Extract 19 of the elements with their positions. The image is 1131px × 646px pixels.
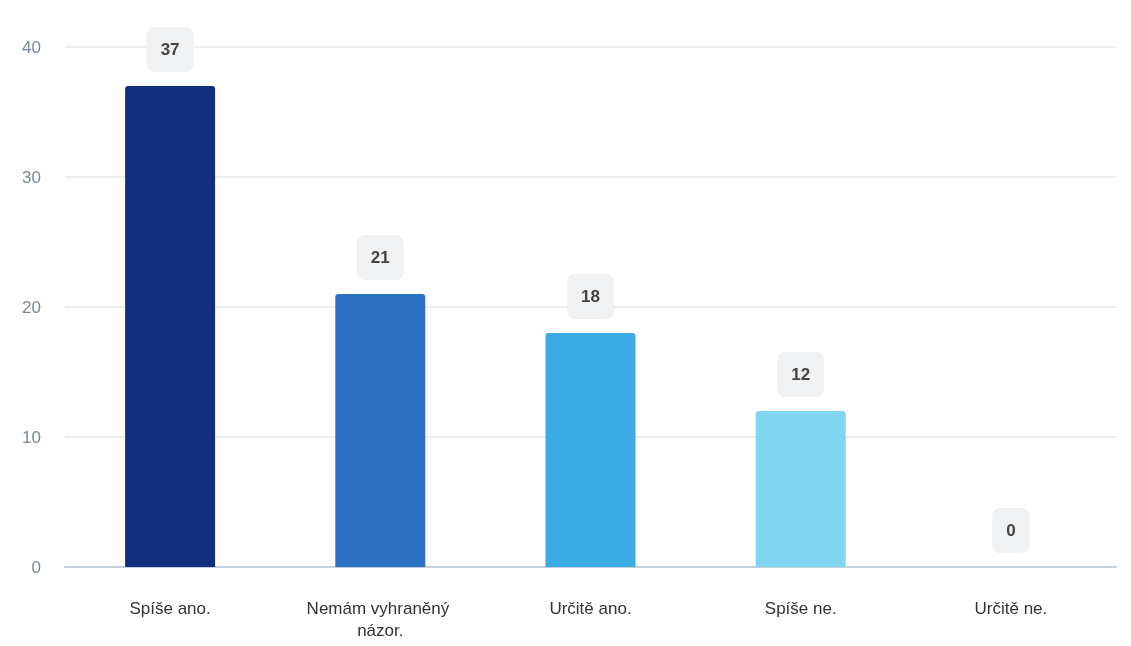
x-tick-label: Určitě ne. (974, 598, 1048, 618)
data-label: 0 (1006, 521, 1016, 540)
data-label: 37 (160, 40, 180, 59)
data-label: 18 (581, 287, 600, 306)
bar (335, 294, 426, 567)
x-tick-label: Určitě ano. (549, 598, 632, 618)
data-label: 21 (370, 248, 390, 267)
bar (545, 333, 636, 567)
x-tick-label: Spíše ne. (764, 598, 837, 618)
y-tick-label: 20 (22, 297, 41, 317)
data-label: 12 (791, 365, 811, 384)
y-tick-label: 40 (22, 37, 41, 57)
x-tick-label: Nemám vyhraněný názor. (306, 598, 454, 640)
bar (755, 411, 846, 567)
bar (125, 86, 216, 567)
y-tick-label: 30 (22, 167, 41, 187)
y-tick-label: 10 (22, 427, 41, 447)
y-tick-label: 0 (31, 557, 41, 577)
x-tick-label: Spíše ano. (129, 598, 211, 618)
